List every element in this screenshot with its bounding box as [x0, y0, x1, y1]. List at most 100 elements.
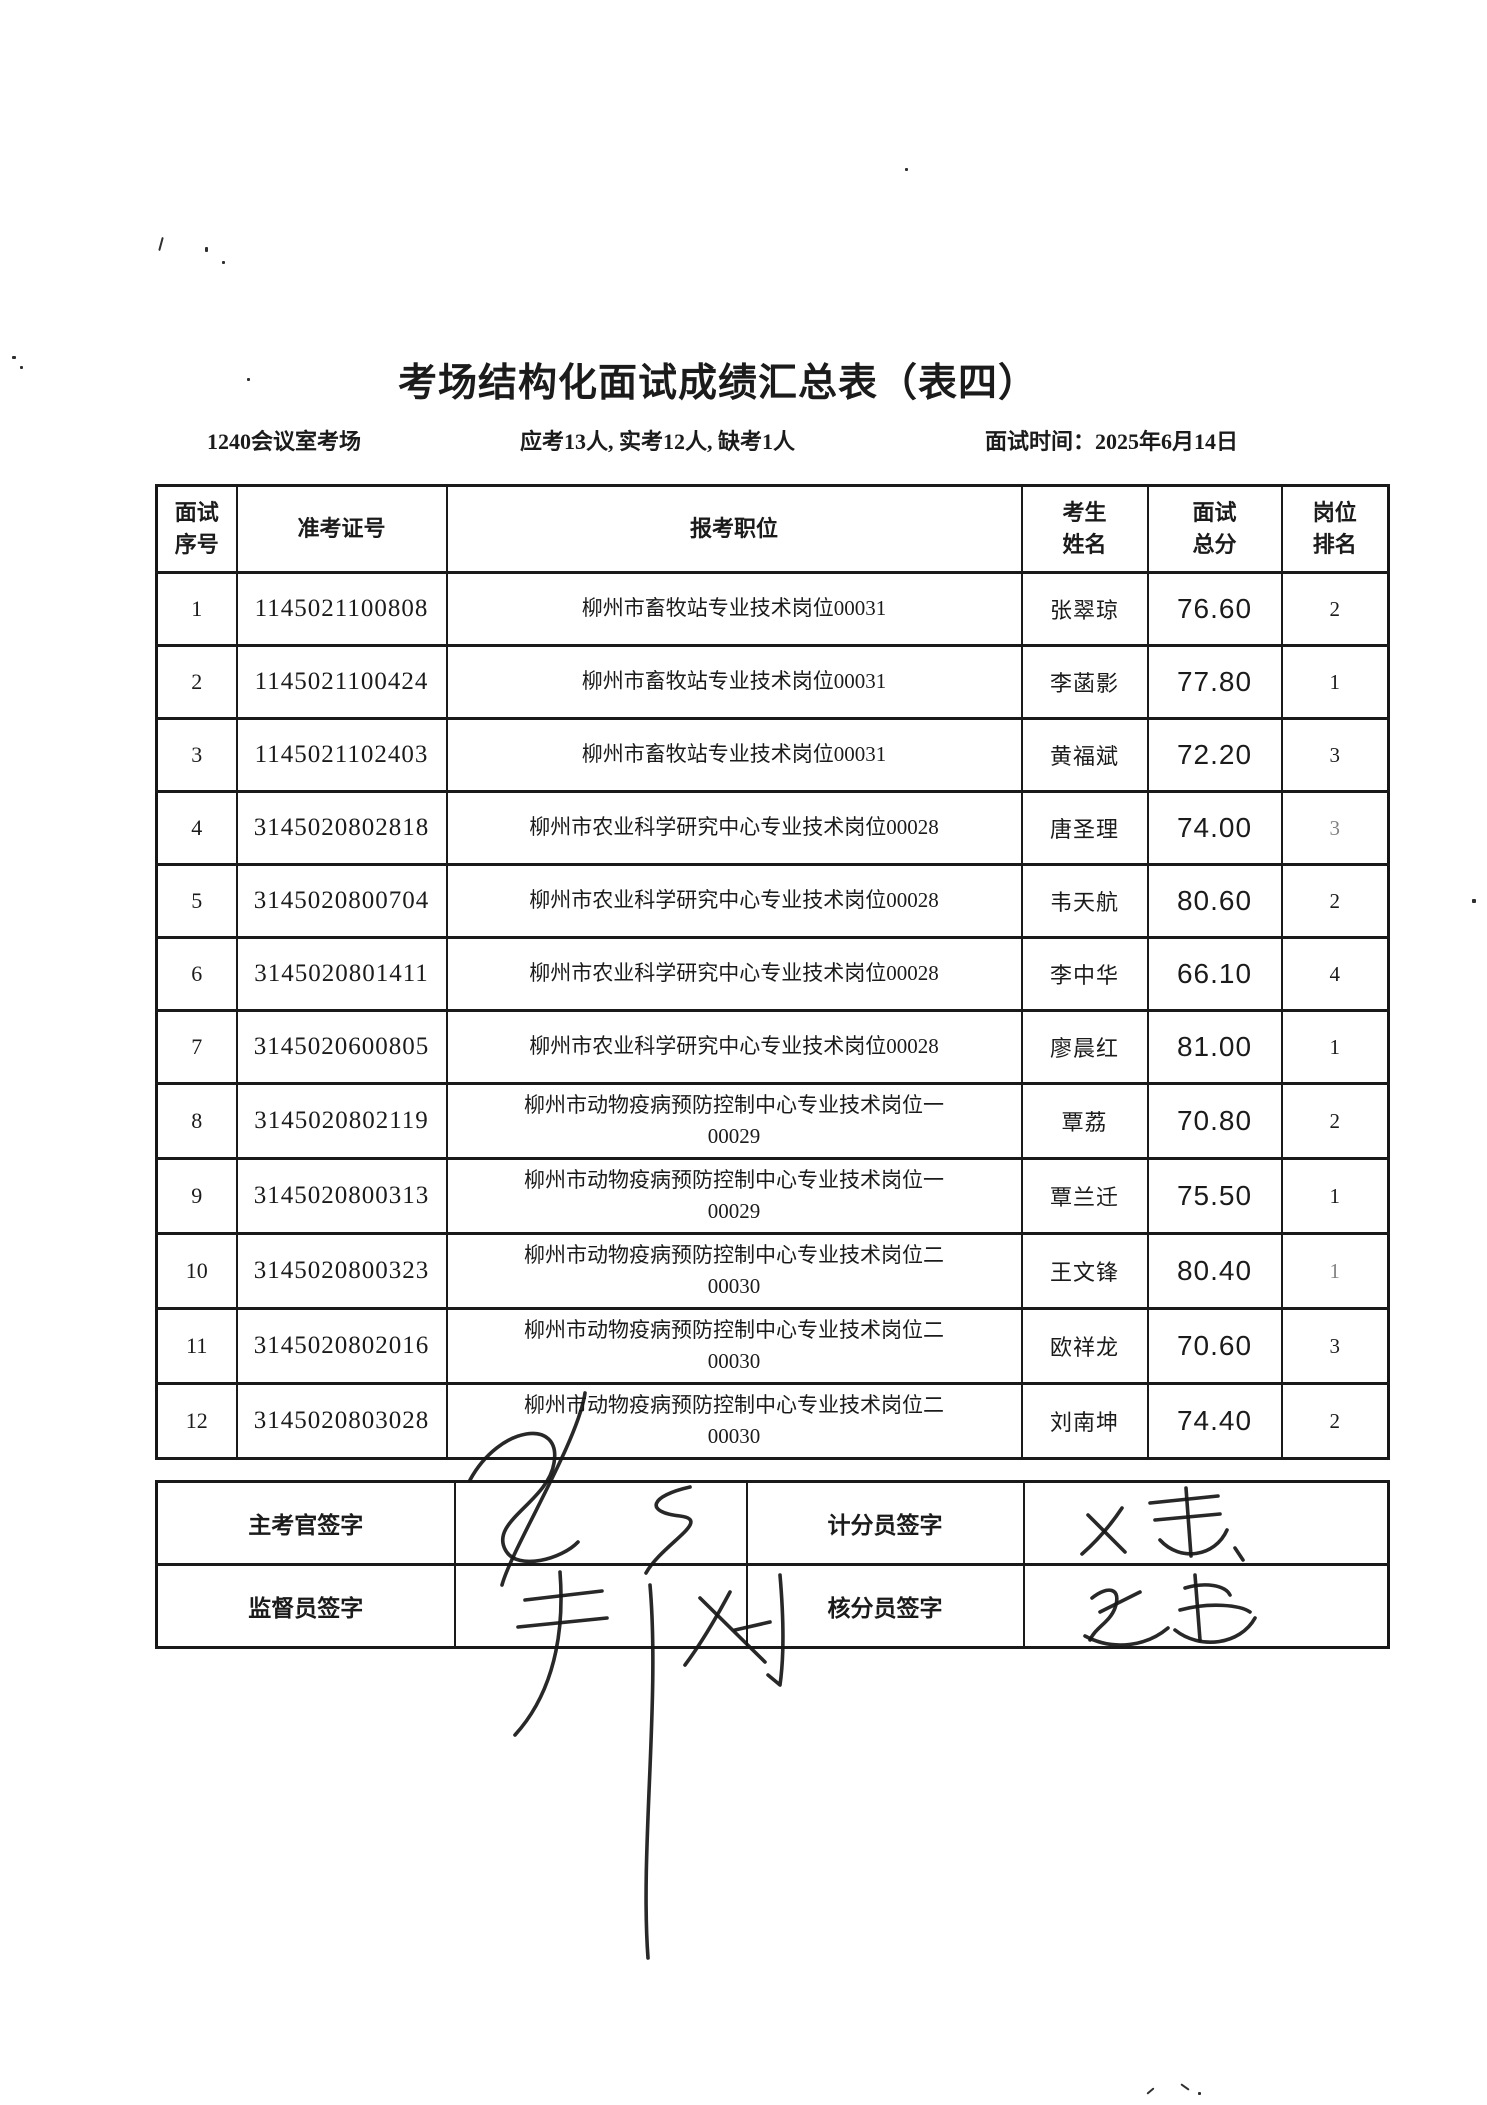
rank-cell: 2 — [1280, 1082, 1390, 1160]
seq-cell: 12 — [155, 1382, 238, 1460]
rank-cell: 1 — [1280, 1009, 1390, 1085]
score-cell: 81.00 — [1146, 1009, 1283, 1085]
scan-speck — [158, 236, 164, 252]
table-row: 4 3145020802818 柳州市农业科学研究中心专业技术岗位00028 唐… — [155, 790, 1390, 866]
table-row: 1 1145021100808 柳州市畜牧站专业技术岗位00031 张翠琼 76… — [155, 571, 1390, 647]
rank-cell: 2 — [1280, 1382, 1390, 1460]
name-cell: 张翠琼 — [1020, 571, 1149, 647]
scorer-sign-label: 计分员签字 — [745, 1480, 1025, 1566]
score-cell: 72.20 — [1146, 717, 1283, 793]
signature-table: 主考官签字 计分员签字 监督员签字 核分员签字 — [155, 1480, 1390, 1649]
position-cell: 柳州市动物疫病预防控制中心专业技术岗位二 00030 — [445, 1307, 1023, 1385]
table-header-row: 面试 序号 准考证号 报考职位 考生 姓名 面试 总分 岗位 排名 — [155, 484, 1390, 574]
rank-cell: 3 — [1280, 1307, 1390, 1385]
seq-cell: 8 — [155, 1082, 238, 1160]
col-header-rank: 岗位 排名 — [1280, 484, 1390, 574]
rank-cell: 3 — [1280, 790, 1390, 866]
rank-cell: 3 — [1280, 717, 1390, 793]
scan-speck — [1198, 2092, 1201, 2095]
col-header-position: 报考职位 — [445, 484, 1023, 574]
table-row: 5 3145020800704 柳州市农业科学研究中心专业技术岗位00028 韦… — [155, 863, 1390, 939]
col-header-name: 考生 姓名 — [1020, 484, 1149, 574]
ticket-cell: 3145020802016 — [235, 1307, 448, 1385]
scorer-signature-cell — [1022, 1480, 1390, 1566]
scan-speck — [205, 247, 208, 252]
ticket-cell: 3145020600805 — [235, 1009, 448, 1085]
name-cell: 黄福斌 — [1020, 717, 1149, 793]
ticket-cell: 1145021100424 — [235, 644, 448, 720]
position-cell: 柳州市农业科学研究中心专业技术岗位00028 — [445, 936, 1023, 1012]
position-cell: 柳州市动物疫病预防控制中心专业技术岗位二 00030 — [445, 1232, 1023, 1310]
score-cell: 80.60 — [1146, 863, 1283, 939]
rank-cell: 2 — [1280, 863, 1390, 939]
table-row: 9 3145020800313 柳州市动物疫病预防控制中心专业技术岗位一 000… — [155, 1157, 1390, 1235]
ticket-cell: 3145020800323 — [235, 1232, 448, 1310]
name-cell: 王文锋 — [1020, 1232, 1149, 1310]
seq-cell: 5 — [155, 863, 238, 939]
ticket-cell: 1145021100808 — [235, 571, 448, 647]
supervisor-sign-label: 监督员签字 — [155, 1563, 456, 1649]
seq-cell: 2 — [155, 644, 238, 720]
signature-row: 监督员签字 核分员签字 — [155, 1563, 1390, 1649]
rank-cell: 4 — [1280, 936, 1390, 1012]
chief-examiner-signature-cell — [453, 1480, 748, 1566]
scan-speck — [20, 366, 23, 369]
score-cell: 70.80 — [1146, 1082, 1283, 1160]
name-cell: 刘南坤 — [1020, 1382, 1149, 1460]
table-row: 8 3145020802119 柳州市动物疫病预防控制中心专业技术岗位一 000… — [155, 1082, 1390, 1160]
ticket-cell: 3145020800704 — [235, 863, 448, 939]
scan-speck — [905, 168, 908, 171]
score-checker-sign-label: 核分员签字 — [745, 1563, 1025, 1649]
seq-cell: 6 — [155, 936, 238, 1012]
table-row: 12 3145020803028 柳州市动物疫病预防控制中心专业技术岗位二 00… — [155, 1382, 1390, 1460]
ticket-cell: 3145020801411 — [235, 936, 448, 1012]
name-cell: 李菡影 — [1020, 644, 1149, 720]
rank-cell: 2 — [1280, 571, 1390, 647]
name-cell: 廖晨红 — [1020, 1009, 1149, 1085]
position-cell: 柳州市畜牧站专业技术岗位00031 — [445, 644, 1023, 720]
scan-speck — [12, 356, 16, 359]
score-cell: 74.40 — [1146, 1382, 1283, 1460]
table-row: 3 1145021102403 柳州市畜牧站专业技术岗位00031 黄福斌 72… — [155, 717, 1390, 793]
position-cell: 柳州市动物疫病预防控制中心专业技术岗位一 00029 — [445, 1082, 1023, 1160]
position-cell: 柳州市农业科学研究中心专业技术岗位00028 — [445, 790, 1023, 866]
ticket-cell: 3145020800313 — [235, 1157, 448, 1235]
score-cell: 74.00 — [1146, 790, 1283, 866]
table-row: 2 1145021100424 柳州市畜牧站专业技术岗位00031 李菡影 77… — [155, 644, 1390, 720]
name-cell: 欧祥龙 — [1020, 1307, 1149, 1385]
seq-cell: 4 — [155, 790, 238, 866]
ticket-cell: 3145020802818 — [235, 790, 448, 866]
score-cell: 77.80 — [1146, 644, 1283, 720]
rank-cell: 1 — [1280, 1157, 1390, 1235]
rank-cell: 1 — [1280, 644, 1390, 720]
position-cell: 柳州市动物疫病预防控制中心专业技术岗位一 00029 — [445, 1157, 1023, 1235]
exam-room-label: 1240会议室考场 — [207, 429, 362, 454]
score-cell: 76.60 — [1146, 571, 1283, 647]
seq-cell: 10 — [155, 1232, 238, 1310]
seq-cell: 3 — [155, 717, 238, 793]
seq-cell: 9 — [155, 1157, 238, 1235]
rank-cell: 1 — [1280, 1232, 1390, 1310]
table-row: 6 3145020801411 柳州市农业科学研究中心专业技术岗位00028 李… — [155, 936, 1390, 1012]
position-cell: 柳州市农业科学研究中心专业技术岗位00028 — [445, 1009, 1023, 1085]
position-cell: 柳州市畜牧站专业技术岗位00031 — [445, 571, 1023, 647]
score-cell: 75.50 — [1146, 1157, 1283, 1235]
attendance-summary: 应考13人, 实考12人, 缺考1人 — [520, 429, 796, 454]
name-cell: 唐圣理 — [1020, 790, 1149, 866]
chief-examiner-sign-label: 主考官签字 — [155, 1480, 456, 1566]
score-cell: 80.40 — [1146, 1232, 1283, 1310]
name-cell: 李中华 — [1020, 936, 1149, 1012]
col-header-seq: 面试 序号 — [155, 484, 238, 574]
seq-cell: 1 — [155, 571, 238, 647]
scan-speck — [1472, 899, 1476, 903]
ticket-cell: 3145020802119 — [235, 1082, 448, 1160]
score-checker-signature-cell — [1022, 1563, 1390, 1649]
signature-row: 主考官签字 计分员签字 — [155, 1480, 1390, 1566]
ticket-cell: 1145021102403 — [235, 717, 448, 793]
table-row: 11 3145020802016 柳州市动物疫病预防控制中心专业技术岗位二 00… — [155, 1307, 1390, 1385]
col-header-ticket: 准考证号 — [235, 484, 448, 574]
position-cell: 柳州市农业科学研究中心专业技术岗位00028 — [445, 863, 1023, 939]
ticket-cell: 3145020803028 — [235, 1382, 448, 1460]
position-cell: 柳州市畜牧站专业技术岗位00031 — [445, 717, 1023, 793]
